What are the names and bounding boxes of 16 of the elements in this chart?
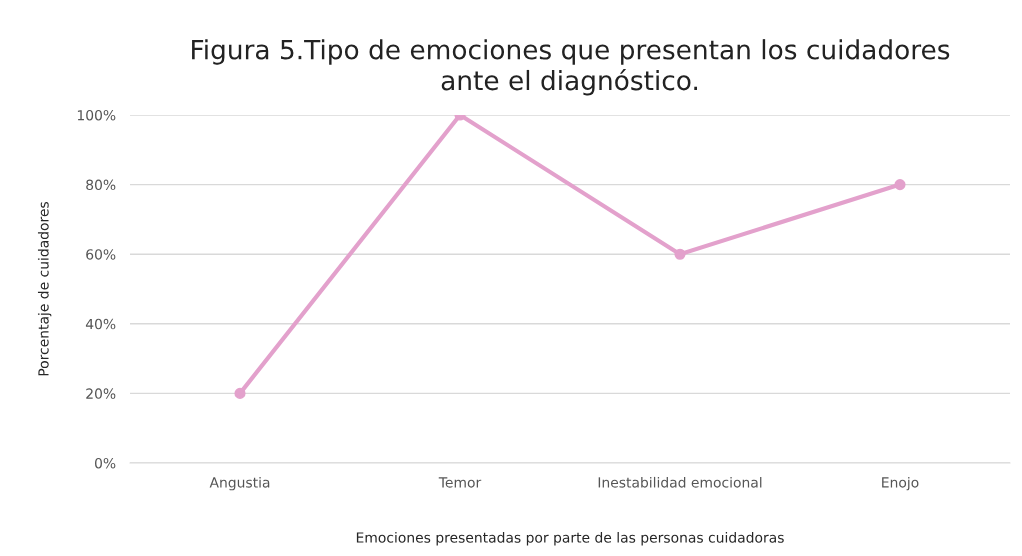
y-tick-label: 40% (85, 318, 116, 330)
x-tick-label: Inestabilidad emocional (598, 476, 762, 488)
y-axis-title: Porcentaje de cuidadores (37, 201, 52, 376)
x-tick-label: Angustia (209, 476, 270, 491)
point (674, 248, 686, 260)
y-tick-label: 60% (86, 249, 116, 260)
point (234, 387, 246, 399)
y-tick-label: 80% (86, 179, 116, 191)
y-tick-label: 20% (86, 388, 116, 399)
y-tick-label: 100% (77, 109, 116, 121)
x-tick-label: Temor (438, 477, 482, 488)
point (894, 179, 906, 191)
x-axis-title: Emociones presentadas por parte de las personas cuidadoras (356, 532, 784, 546)
y-tick-label: 0% (94, 457, 116, 469)
x-tick-label: Enojo (882, 476, 919, 491)
chart-title: Figura 5.Tipo de emociones que presentan los cuidadores ante el diagnóstico. (192, 39, 950, 96)
